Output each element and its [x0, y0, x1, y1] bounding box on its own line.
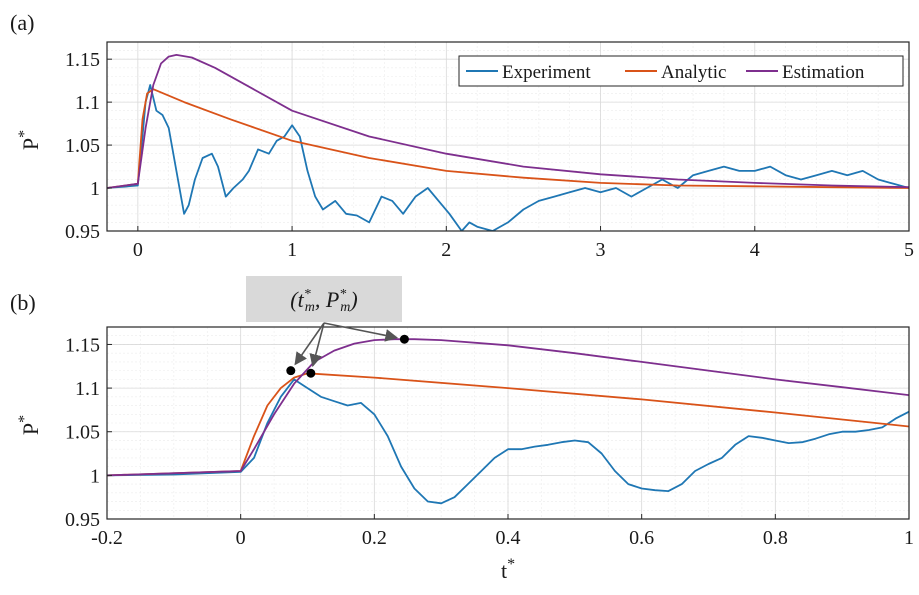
annotation-part: (	[290, 287, 299, 312]
x-tick-label: 0	[236, 527, 246, 549]
annotation-part: *	[339, 287, 346, 302]
axes-frame	[106, 41, 910, 232]
x-tick-label: 0	[133, 239, 143, 261]
series-line-estimation	[107, 54, 909, 189]
panel-b-chart: -0.2 0 0.2 0.4 0.6 0.8 10.9511.051.11.15(b)P*t…	[10, 276, 914, 583]
y-tick-label: 1.05	[65, 135, 100, 157]
series-line-experiment	[107, 84, 909, 231]
legend-entry-analytic: Analytic	[661, 62, 726, 83]
annotation-part: P	[325, 287, 339, 312]
annotation: (t* m, P* m)	[246, 276, 409, 378]
annotation-part: t	[298, 287, 305, 312]
legend-box	[458, 55, 904, 87]
annotation-part: )	[348, 287, 357, 312]
y-tick-label: 1.1	[75, 92, 100, 114]
series-line-analytic	[107, 88, 909, 189]
annotation-label: (t* m, P* m)	[290, 287, 357, 315]
annotation-arrow	[294, 322, 325, 366]
peak-marker	[399, 334, 409, 344]
y-axis-label-star: *	[16, 415, 33, 423]
x-tick-label: 2	[441, 239, 451, 261]
series-line-experiment	[107, 378, 909, 505]
annotation-arrow	[323, 322, 399, 342]
x-axis-label: t*	[501, 556, 515, 583]
x-tick-label: 5	[904, 239, 914, 261]
x-tick-label: 0.8	[763, 527, 788, 549]
y-tick-label: 1.1	[75, 378, 100, 400]
y-axis-label-star: *	[16, 130, 33, 138]
y-tick-label: 1	[90, 465, 100, 487]
legend-entry-estimation: Estimation	[782, 62, 865, 83]
annotation-part: m	[305, 300, 315, 315]
x-tick-label: 1	[287, 239, 297, 261]
panel-label: (a)	[10, 10, 34, 35]
x-tick-label: -0.2	[91, 527, 123, 549]
y-axis-label-main: P	[18, 138, 43, 150]
annotation-part: m	[340, 300, 350, 315]
legend: Experiment Analytic Estimation	[458, 55, 904, 87]
x-tick-label: 3	[596, 239, 606, 261]
annotation-arrow	[309, 322, 325, 368]
x-tick-label: 0.6	[629, 527, 654, 549]
panel-a-chart: 0 1 2 3 4 5 0.95 1 1.05 1.1 1.15 (a) P* Experiment Ana…	[10, 10, 914, 261]
legend-entry-experiment: Experiment	[502, 62, 591, 83]
y-axis-label: P*	[16, 415, 43, 435]
x-axis-label-star: *	[507, 556, 515, 573]
y-tick-label: 1	[90, 178, 100, 200]
x-axis-label-main: t	[501, 558, 507, 583]
panel-label: (b)	[10, 290, 36, 315]
x-tick-label: 0.2	[362, 527, 387, 549]
x-tick-label: 0.4	[496, 527, 521, 549]
y-tick-label: 1.05	[65, 422, 100, 444]
x-tick-label: 1	[904, 527, 914, 549]
series-group	[107, 54, 909, 231]
y-tick-label: 1.15	[65, 49, 100, 71]
y-axis-label-main: P	[18, 423, 43, 435]
y-tick-label: 0.95	[65, 509, 100, 531]
y-tick-label: 1.15	[65, 334, 100, 356]
y-axis-label: P*	[16, 130, 43, 150]
annotation-part: ,	[315, 287, 326, 312]
y-tick-label: 0.95	[65, 221, 100, 243]
x-tick-label: 4	[750, 239, 760, 261]
peak-marker	[306, 368, 316, 378]
annotation-box	[246, 276, 402, 322]
peak-marker	[286, 366, 296, 376]
annotation-part: *	[304, 287, 311, 302]
